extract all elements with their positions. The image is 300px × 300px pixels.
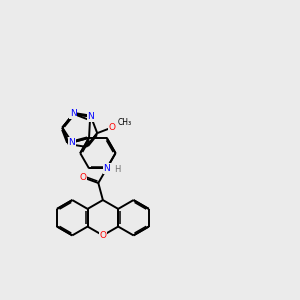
Text: O: O bbox=[109, 123, 116, 132]
Text: O: O bbox=[80, 173, 86, 182]
Text: N: N bbox=[70, 110, 77, 118]
Text: N: N bbox=[69, 138, 75, 147]
Text: O: O bbox=[80, 173, 86, 182]
Text: CH₃: CH₃ bbox=[118, 118, 132, 127]
Text: H: H bbox=[114, 165, 120, 174]
Text: O: O bbox=[99, 231, 106, 240]
Text: N: N bbox=[88, 112, 94, 121]
Text: O: O bbox=[99, 231, 106, 240]
Text: H: H bbox=[114, 165, 120, 174]
Text: N: N bbox=[103, 164, 110, 173]
Text: N: N bbox=[103, 164, 110, 173]
